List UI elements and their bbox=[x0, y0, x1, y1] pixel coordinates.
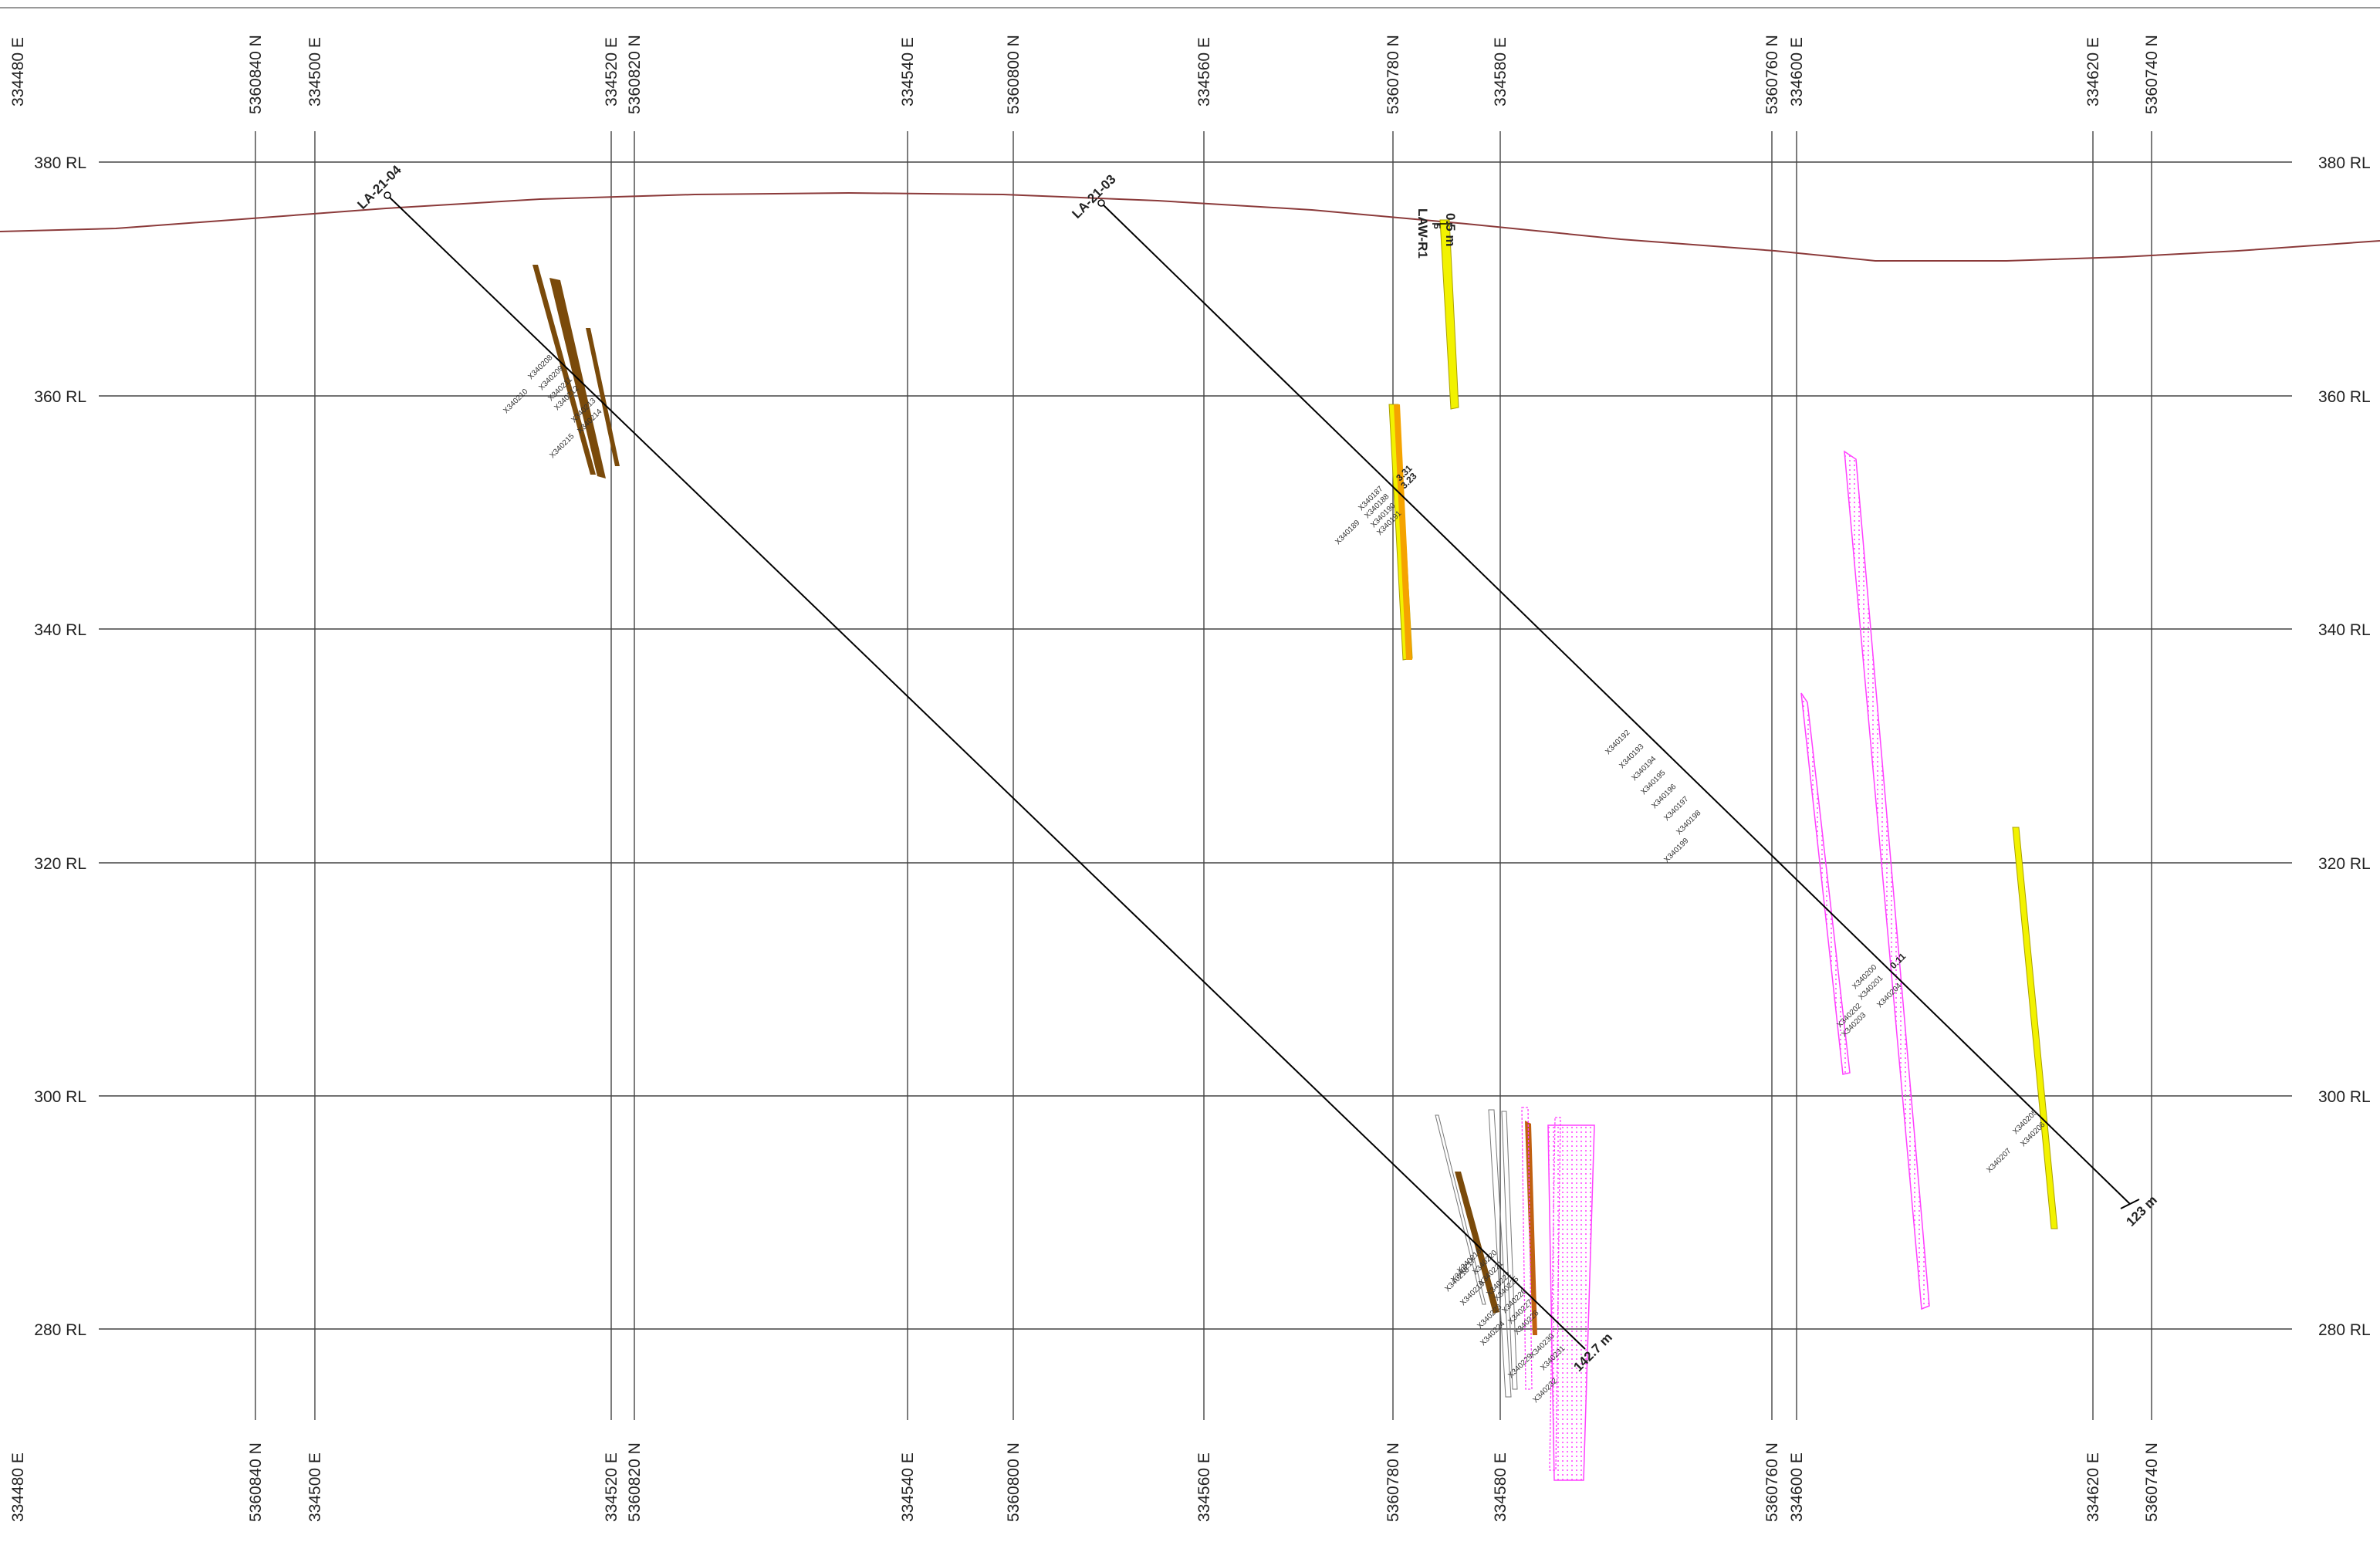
drillhole-name: LA-21-03 bbox=[1069, 172, 1118, 221]
sample-id: X340198 bbox=[1675, 809, 1702, 837]
rl-label: 280 RL bbox=[34, 1321, 86, 1339]
rl-label: 280 RL bbox=[2318, 1321, 2371, 1339]
sample-id: X340199 bbox=[1662, 837, 1690, 864]
vein-orange bbox=[1394, 404, 1412, 660]
collar-marker bbox=[384, 191, 391, 199]
rl-label: 360 RL bbox=[2318, 388, 2371, 406]
coord-label: 334520 E bbox=[603, 37, 620, 107]
coord-label: 5360800 N bbox=[1005, 35, 1023, 114]
coord-label: 5360840 N bbox=[247, 1442, 265, 1522]
surface-sample-name: LAW-R1 bbox=[1415, 208, 1430, 259]
coord-label: 5360800 N bbox=[1005, 1442, 1023, 1522]
rl-labels-right: 380 RL 360 RL 340 RL 320 RL 300 RL 280 R… bbox=[2318, 154, 2371, 1339]
sample-ids-upper: X340187 X340188 X340189 X340190 X340191 bbox=[1334, 485, 1403, 546]
coord-label: 334600 E bbox=[1788, 1452, 1806, 1522]
vein-orange-thin bbox=[1525, 1121, 1537, 1335]
rl-label: 380 RL bbox=[2318, 154, 2371, 172]
vein-magenta bbox=[1800, 692, 1851, 1075]
coord-label: 334560 E bbox=[1195, 37, 1213, 107]
rl-label: 320 RL bbox=[2318, 855, 2371, 873]
drillhole-la-21-04[interactable]: LA-21-04 142.7 m X340208 X340209 X340210… bbox=[354, 162, 1615, 1481]
sample-id: X340207 bbox=[1985, 1147, 2013, 1175]
coord-label: 334580 E bbox=[1492, 37, 1509, 107]
surface-sample-width: 0.5 m bbox=[1443, 213, 1458, 246]
vein-outline bbox=[1501, 1111, 1518, 1390]
drill-trace bbox=[387, 194, 1586, 1350]
vein-outline bbox=[1488, 1109, 1512, 1398]
coord-label: 334480 E bbox=[9, 37, 27, 107]
sample-ids-mid: X340192 X340193 X340194 X340195 X340196 … bbox=[1604, 729, 1702, 864]
coord-label: 334480 E bbox=[9, 1452, 27, 1522]
sample-ids-lower: X340216 X340217 X340218 X340219 X340220 … bbox=[1443, 1247, 1567, 1405]
vein-brown bbox=[1455, 1172, 1499, 1314]
sample-id: X340189 bbox=[1334, 519, 1361, 546]
coord-label: 5360820 N bbox=[626, 1442, 644, 1522]
vein-magenta bbox=[1547, 1124, 1595, 1481]
sample-id: X340215 bbox=[548, 432, 576, 460]
vein-brown bbox=[532, 265, 596, 475]
vein-yellow bbox=[1439, 219, 1459, 410]
coord-label: 334580 E bbox=[1492, 1452, 1509, 1522]
coordinate-grid bbox=[255, 131, 2152, 1420]
coord-labels-top: 334480 E 5360840 N 334500 E 334520 E 536… bbox=[9, 35, 2161, 114]
vein-magenta bbox=[1844, 450, 1930, 1310]
vein-magenta-thin bbox=[1521, 1107, 1533, 1390]
coord-label: 334600 E bbox=[1788, 37, 1806, 107]
vein-yellow bbox=[2012, 827, 2058, 1229]
coord-label: 334500 E bbox=[306, 37, 324, 107]
rl-label: 320 RL bbox=[34, 855, 86, 873]
coord-label: 334520 E bbox=[603, 1452, 620, 1522]
surface-sample-law-r1[interactable]: LAW-R1 0.5 m 5 bbox=[1415, 208, 1459, 410]
coord-label: 5360780 N bbox=[1384, 35, 1402, 114]
sample-id: X340192 bbox=[1604, 729, 1631, 756]
coord-label: 5360780 N bbox=[1384, 1442, 1402, 1522]
vein-outline bbox=[1435, 1114, 1486, 1305]
rl-label: 300 RL bbox=[34, 1088, 86, 1106]
coord-label: 5360740 N bbox=[2143, 1442, 2161, 1522]
coord-label: 334620 E bbox=[2084, 1452, 2102, 1522]
coord-label: 334500 E bbox=[306, 1452, 324, 1522]
coord-labels-bottom: 334480 E 5360840 N 334500 E 334520 E 536… bbox=[9, 1442, 2161, 1522]
coord-label: 5360740 N bbox=[2143, 35, 2161, 114]
sample-ids-lower: X340200 X340201 X340202 X340203 X340204 … bbox=[1835, 963, 2047, 1175]
coord-label: 334620 E bbox=[2084, 37, 2102, 107]
rl-grid bbox=[99, 161, 2292, 1330]
coord-label: 5360760 N bbox=[1763, 35, 1781, 114]
sample-id: X340210 bbox=[502, 387, 529, 415]
rl-label: 360 RL bbox=[34, 388, 86, 406]
rl-label: 300 RL bbox=[2318, 1088, 2371, 1106]
topography-line bbox=[0, 191, 2380, 262]
end-tick bbox=[2120, 1199, 2140, 1209]
vein-brown bbox=[586, 328, 620, 466]
coord-label: 334560 E bbox=[1195, 1452, 1213, 1522]
coord-label: 334540 E bbox=[899, 1452, 917, 1522]
drill-trace bbox=[1100, 202, 2131, 1205]
sample-ids-upper: X340208 X340209 X340210 X340211 X340212 … bbox=[502, 353, 603, 460]
drillhole-la-21-03[interactable]: LA-21-03 123 m 3.31 3.23 0.11 X340187 X3… bbox=[1069, 172, 2160, 1310]
coord-label: 334540 E bbox=[899, 37, 917, 107]
rl-labels-left: 380 RL 360 RL 340 RL 320 RL 300 RL 280 R… bbox=[34, 154, 86, 1339]
rl-label: 380 RL bbox=[34, 154, 86, 172]
collar-marker bbox=[1097, 199, 1105, 207]
rl-label: 340 RL bbox=[34, 621, 86, 639]
coord-label: 5360840 N bbox=[247, 35, 265, 114]
surface-sample-value: 5 bbox=[1432, 224, 1442, 229]
rl-label: 340 RL bbox=[2318, 621, 2371, 639]
coord-label: 5360820 N bbox=[626, 35, 644, 114]
end-depth-label: 123 m bbox=[2123, 1192, 2160, 1229]
coord-label: 5360760 N bbox=[1763, 1442, 1781, 1522]
